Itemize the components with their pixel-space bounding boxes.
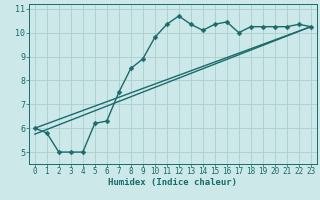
X-axis label: Humidex (Indice chaleur): Humidex (Indice chaleur) <box>108 178 237 187</box>
